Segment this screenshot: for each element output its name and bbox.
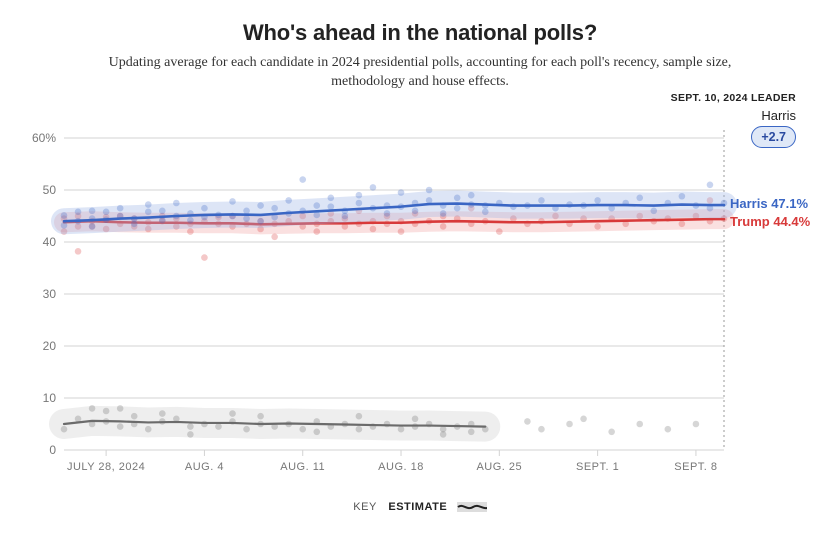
svg-text:0: 0 <box>49 443 56 457</box>
svg-text:40: 40 <box>43 235 57 249</box>
svg-text:AUG. 25: AUG. 25 <box>476 461 522 473</box>
svg-text:60%: 60% <box>32 131 56 145</box>
poll-chart: 0 10 20 30 40 50 60% JULY 28, 2024 AUG. 4 AUG. 11… <box>18 98 822 498</box>
chart-key: KEY ESTIMATE <box>18 500 822 514</box>
svg-text:10: 10 <box>43 391 57 405</box>
svg-text:JULY 28, 2024: JULY 28, 2024 <box>67 461 145 473</box>
chart-area: SEPT. 10, 2024 LEADER Harris +2.7 010203… <box>18 98 822 498</box>
leader-block: SEPT. 10, 2024 LEADER Harris +2.7 <box>671 92 796 148</box>
chart-subtitle: Updating average for each candidate in 2… <box>100 54 740 92</box>
svg-text:AUG. 18: AUG. 18 <box>378 461 424 473</box>
end-label-trump: Trump 44.4% <box>730 214 810 229</box>
svg-text:SEPT. 8: SEPT. 8 <box>674 461 717 473</box>
key-estimate-swatch <box>457 500 487 514</box>
leader-date-label: SEPT. 10, 2024 LEADER <box>671 92 796 104</box>
leader-margin-badge: +2.7 <box>751 126 796 148</box>
key-label: KEY <box>353 501 377 513</box>
svg-text:AUG. 4: AUG. 4 <box>185 461 224 473</box>
svg-text:SEPT. 1: SEPT. 1 <box>576 461 619 473</box>
chart-title: Who's ahead in the national polls? <box>18 20 822 46</box>
svg-text:50: 50 <box>43 183 57 197</box>
end-label-harris: Harris 47.1% <box>730 196 808 211</box>
svg-text:20: 20 <box>43 339 57 353</box>
leader-name: Harris <box>671 108 796 123</box>
key-estimate-label: ESTIMATE <box>388 501 447 513</box>
svg-text:30: 30 <box>43 287 57 301</box>
svg-text:AUG. 11: AUG. 11 <box>280 461 325 473</box>
